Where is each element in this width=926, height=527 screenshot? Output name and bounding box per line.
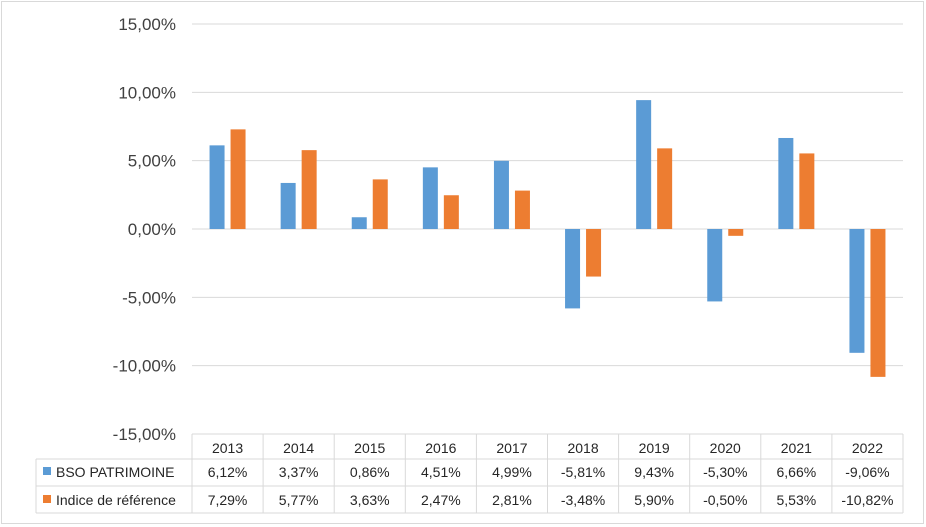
category-label: 2022 (852, 440, 883, 456)
bar (870, 229, 886, 377)
data-label: 4,51% (421, 464, 461, 480)
bar (209, 145, 225, 229)
data-label: 5,77% (279, 492, 319, 508)
data-label: 0,86% (350, 464, 390, 480)
bar (657, 148, 673, 229)
category-label: 2013 (212, 440, 243, 456)
y-tick-label: 15,00% (118, 15, 176, 34)
data-label: 2,47% (421, 492, 461, 508)
category-label: 2017 (496, 440, 527, 456)
y-tick-label: 5,00% (128, 152, 176, 171)
bar (372, 179, 388, 229)
data-label: 7,29% (208, 492, 248, 508)
bar (586, 229, 602, 277)
category-label: 2015 (354, 440, 385, 456)
data-label: 3,63% (350, 492, 390, 508)
bar (443, 195, 459, 229)
data-label: 6,12% (208, 464, 248, 480)
legend-swatch (43, 495, 51, 503)
data-label: 5,90% (634, 492, 674, 508)
legend-label: BSO PATRIMOINE (56, 464, 175, 480)
data-label: 6,66% (776, 464, 816, 480)
bar (636, 100, 652, 229)
y-tick-label: 10,00% (118, 83, 176, 102)
bar (280, 182, 296, 229)
bar (799, 153, 815, 229)
data-label: -10,82% (841, 492, 893, 508)
y-tick-label: -15,00% (113, 425, 176, 444)
bar (514, 190, 530, 229)
category-label: 2021 (781, 440, 812, 456)
data-label: 4,99% (492, 464, 532, 480)
data-label: 2,81% (492, 492, 532, 508)
category-label: 2016 (425, 440, 456, 456)
category-label: 2020 (710, 440, 741, 456)
y-tick-label: -10,00% (113, 357, 176, 376)
bar (301, 150, 317, 229)
bar (707, 229, 723, 302)
data-label: -5,30% (703, 464, 747, 480)
bar (728, 229, 744, 236)
bar (493, 160, 509, 229)
y-tick-label: -5,00% (122, 288, 176, 307)
bar (422, 167, 438, 229)
data-label: 5,53% (776, 492, 816, 508)
data-label: -5,81% (561, 464, 605, 480)
data-label: -0,50% (703, 492, 747, 508)
bar (565, 229, 581, 309)
data-label: -9,06% (845, 464, 889, 480)
legend-label: Indice de référence (56, 492, 176, 508)
bar (230, 129, 246, 229)
legend-swatch (43, 467, 51, 475)
category-label: 2018 (567, 440, 598, 456)
category-label: 2019 (639, 440, 670, 456)
bar (849, 229, 865, 353)
data-label: 3,37% (279, 464, 319, 480)
bar (351, 217, 367, 229)
category-label: 2014 (283, 440, 314, 456)
y-tick-label: 0,00% (128, 220, 176, 239)
bar (778, 137, 794, 229)
data-label: 9,43% (634, 464, 674, 480)
data-label: -3,48% (561, 492, 605, 508)
